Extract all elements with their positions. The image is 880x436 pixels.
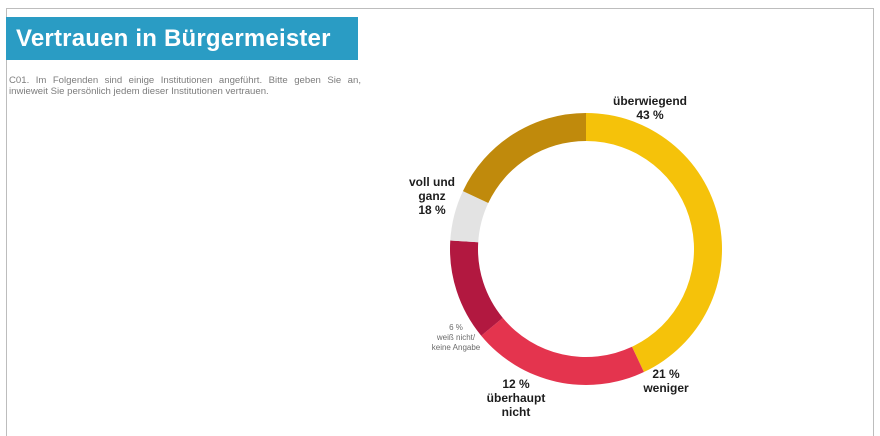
title-banner: Vertrauen in Bürgermeister [6,17,358,60]
donut-slice-0 [586,113,722,373]
page-title: Vertrauen in Bürgermeister [16,25,331,52]
donut-slice-3 [450,191,489,243]
slice-label-0: überwiegend 43 % [613,94,687,122]
slice-labels: überwiegend 43 % 21 % weniger 12 % überhaupt n… [409,94,689,419]
question-text: C01. Im Folgenden sind einige Institutio… [9,75,361,97]
donut-slice-4 [462,112,586,204]
slice-label-4: voll und ganz 18 % [409,175,455,217]
slice-label-2: 12 % überhaupt nicht [487,377,546,419]
slice-label-3: 6 % weiß nicht/keine Angabe [432,323,481,352]
donut-slices [450,112,722,386]
donut-slice-2 [450,240,503,336]
donut-slice-1 [481,317,644,386]
slice-label-1: 21 % weniger [642,367,689,395]
chart-frame [6,8,874,436]
